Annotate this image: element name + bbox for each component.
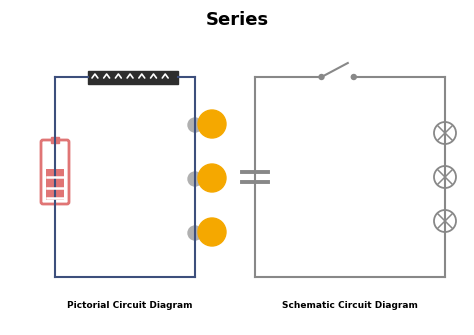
Bar [51, 137, 59, 143]
Circle shape [188, 172, 202, 186]
Bar [88, 70, 178, 83]
Circle shape [198, 110, 226, 138]
Circle shape [319, 74, 324, 79]
Circle shape [188, 118, 202, 132]
FancyBboxPatch shape [41, 140, 69, 204]
Circle shape [198, 164, 226, 192]
Text: Schematic Circuit Diagram: Schematic Circuit Diagram [282, 300, 418, 310]
Text: Pictorial Circuit Diagram: Pictorial Circuit Diagram [67, 300, 193, 310]
Circle shape [434, 122, 456, 144]
Text: Series: Series [205, 11, 269, 29]
Circle shape [434, 166, 456, 188]
Circle shape [188, 226, 202, 240]
Bar [46, 169, 64, 200]
Circle shape [351, 74, 356, 79]
Circle shape [198, 218, 226, 246]
Circle shape [434, 210, 456, 232]
